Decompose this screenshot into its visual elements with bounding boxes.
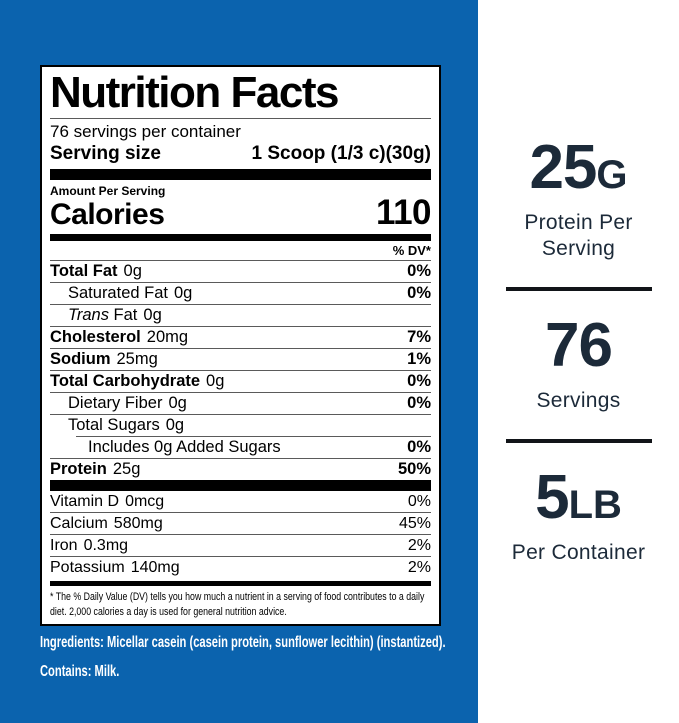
- nutrient-row: Total Carbohydrate 0g 0%: [50, 371, 431, 392]
- row-separator: [50, 304, 431, 305]
- separator-bar-thick-protein: [50, 480, 431, 491]
- stat-label: Servings: [536, 389, 621, 412]
- daily-value-footnote: * The % Daily Value (DV) tells you how m…: [50, 591, 425, 618]
- serving-size-value: 1 Scoop (1/3 c)(30g): [251, 143, 432, 164]
- calories-row: Calories 110: [50, 193, 431, 232]
- nutrient-name-amount: Dietary Fiber 0g: [68, 394, 187, 412]
- stat-value: 76: [545, 315, 613, 383]
- nutrient-name-amount: Protein 25g: [50, 460, 141, 478]
- stat-number: 5: [535, 463, 569, 532]
- nutrient-row: Sodium 25mg 1%: [50, 349, 431, 370]
- nutrient-name-amount: Saturated Fat 0g: [68, 284, 193, 302]
- nutrient-name-amount: Calcium 580mg: [50, 514, 163, 532]
- row-separator: [50, 348, 431, 349]
- stat-divider: [505, 287, 652, 291]
- row-separator: [76, 436, 431, 437]
- stats-column: 25G Protein Per Serving 76 Servings 5LB …: [478, 0, 679, 723]
- row-separator: [50, 458, 431, 459]
- nutrient-name-amount: Potassium 140mg: [50, 558, 180, 576]
- vitamin-rows: Vitamin D 0mcg 0% Calcium 580mg 45% Iron 0.3mg 2…: [50, 491, 431, 578]
- nutrient-row: Dietary Fiber 0g 0%: [50, 393, 431, 414]
- nutrient-row: Cholesterol 20mg 7%: [50, 327, 431, 348]
- nutrient-name-amount: Sodium 25mg: [50, 350, 158, 368]
- nutrient-row: Protein 25g 50%: [50, 459, 431, 480]
- nutrient-name-amount: Total Carbohydrate 0g: [50, 372, 225, 390]
- daily-value-percent: 1%: [407, 350, 431, 368]
- nutrient-row: Potassium 140mg 2%: [50, 557, 431, 578]
- nutrient-name-amount: Vitamin D 0mcg: [50, 492, 165, 510]
- daily-value-percent: 2%: [407, 536, 431, 554]
- row-separator: [50, 392, 431, 393]
- calories-value: 110: [376, 193, 431, 232]
- nutrient-name-amount: Cholesterol 20mg: [50, 328, 189, 346]
- row-separator: [50, 556, 431, 557]
- stat-protein-per-serving: 25G Protein Per Serving: [496, 137, 661, 262]
- label-title: Nutrition Facts: [50, 69, 431, 119]
- serving-size-row: Serving size 1 Scoop (1/3 c)(30g): [50, 142, 431, 169]
- ingredients-block: Ingredients: Micellar casein (casein pro…: [40, 634, 478, 682]
- daily-value-percent: 0%: [407, 394, 431, 412]
- daily-value-percent: 0%: [407, 372, 431, 390]
- nutrient-row: Total Sugars 0g: [50, 415, 431, 436]
- nutrient-row: Trans Fat 0g: [50, 305, 431, 326]
- daily-value-percent: 0%: [407, 492, 431, 510]
- daily-value-percent: 2%: [407, 558, 431, 576]
- stat-number: 76: [545, 311, 613, 380]
- stat-per-container: 5LB Per Container: [511, 467, 646, 566]
- row-separator: [50, 326, 431, 327]
- daily-value-percent: 0%: [407, 438, 431, 456]
- row-separator: [50, 414, 431, 415]
- nutrient-name-amount: Iron 0.3mg: [50, 536, 129, 554]
- amount-per-serving-label: Amount Per Serving: [50, 184, 166, 198]
- stat-number: 25: [529, 133, 597, 202]
- nutrient-row: Saturated Fat 0g 0%: [50, 283, 431, 304]
- daily-value-percent: 0%: [407, 284, 431, 302]
- stat-label: Per Container: [511, 541, 646, 564]
- daily-value-percent: 50%: [397, 460, 431, 478]
- daily-value-percent: 45%: [398, 514, 431, 532]
- row-separator: [50, 282, 431, 283]
- nutrient-row: Total Fat 0g 0%: [50, 261, 431, 282]
- separator-bar-medium: [50, 234, 431, 241]
- nutrient-row: Vitamin D 0mcg 0%: [50, 491, 431, 512]
- servings-per-container: 76 servings per container: [50, 122, 241, 141]
- separator-bar-thick-top: [50, 169, 431, 180]
- nutrient-row: Iron 0.3mg 2%: [50, 535, 431, 556]
- stat-value: 25G: [529, 137, 628, 205]
- row-separator: [50, 512, 431, 513]
- nutrient-name-amount: Total Fat 0g: [50, 262, 142, 280]
- stat-divider: [505, 439, 652, 443]
- nutrient-name-amount: Trans Fat 0g: [68, 306, 162, 324]
- stat-unit: LB: [568, 483, 622, 527]
- stat-label: Protein Per Serving: [524, 211, 633, 260]
- calories-label: Calories: [50, 198, 165, 231]
- daily-value-percent: 0%: [407, 262, 431, 280]
- row-separator: [50, 370, 431, 371]
- nutrient-name-amount: Includes 0g Added Sugars: [88, 438, 281, 456]
- daily-value-percent: 7%: [407, 328, 431, 346]
- separator-bar-footnote: [50, 581, 431, 586]
- row-separator: [50, 534, 431, 535]
- contains-text: Contains: Milk.: [40, 662, 120, 680]
- nutrient-row: Calcium 580mg 45%: [50, 513, 431, 534]
- ingredients-text: Ingredients: Micellar casein (casein pro…: [40, 634, 446, 652]
- stat-value: 5LB: [535, 467, 622, 535]
- stat-servings: 76 Servings: [536, 315, 621, 414]
- stat-unit: G: [596, 153, 628, 197]
- nutrient-row: Includes 0g Added Sugars 0%: [50, 437, 431, 458]
- serving-size-label: Serving size: [50, 143, 161, 164]
- nutrient-rows: Total Fat 0g 0% Saturated Fat 0g 0% Trans Fat 0…: [50, 261, 431, 480]
- daily-value-header: % DV*: [50, 241, 431, 261]
- nutrient-name-amount: Total Sugars 0g: [68, 416, 185, 434]
- blue-panel: Nutrition Facts 76 servings per containe…: [0, 0, 478, 723]
- nutrition-facts-label: Nutrition Facts 76 servings per containe…: [40, 65, 441, 627]
